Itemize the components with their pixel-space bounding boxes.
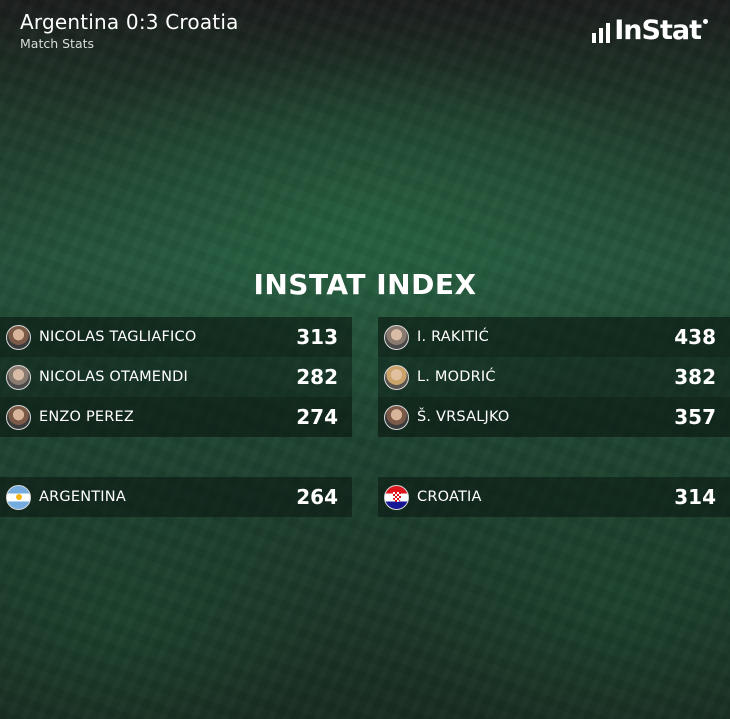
player-row: Š. VRSALJKO 357 — [378, 397, 730, 437]
player-row: ENZO PEREZ 274 — [0, 397, 352, 437]
argentina-column: NICOLAS TAGLIAFICO 313 NICOLAS OTAMENDI … — [0, 317, 352, 517]
player-name: I. RAKITIĆ — [417, 329, 489, 345]
player-name: NICOLAS OTAMENDI — [39, 369, 189, 385]
player-row: NICOLAS OTAMENDI 282 — [0, 357, 352, 397]
logo-text: InStat — [614, 15, 702, 46]
team-index: 314 — [674, 485, 716, 509]
section-title: INSTAT INDEX — [253, 268, 477, 301]
player-row: I. RAKITIĆ 438 — [378, 317, 730, 357]
player-avatar-icon — [384, 404, 409, 430]
team-index: 264 — [296, 485, 338, 509]
player-avatar-icon — [384, 364, 409, 390]
croatia-flag-icon — [384, 484, 409, 510]
player-name: L. MODRIĆ — [417, 369, 496, 385]
player-name: Š. VRSALJKO — [417, 409, 510, 425]
instat-logo: InStat — [592, 16, 708, 46]
team-name: CROATIA — [417, 489, 482, 505]
player-index: 282 — [296, 365, 338, 389]
team-name: ARGENTINA — [39, 489, 126, 505]
player-avatar-icon — [6, 324, 31, 350]
player-row: NICOLAS TAGLIAFICO 313 — [0, 317, 352, 357]
dot-icon — [703, 19, 708, 24]
player-row: L. MODRIĆ 382 — [378, 357, 730, 397]
match-title: Argentina 0:3 Croatia — [20, 10, 239, 34]
team-row: CROATIA 314 — [378, 477, 730, 517]
match-subtitle: Match Stats — [20, 36, 95, 51]
player-name: NICOLAS TAGLIAFICO — [39, 329, 197, 345]
player-avatar-icon — [384, 324, 409, 350]
player-avatar-icon — [6, 364, 31, 390]
croatia-column: I. RAKITIĆ 438 L. MODRIĆ 382 Š. VRSALJKO… — [378, 317, 730, 517]
header: Argentina 0:3 Croatia Match Stats — [20, 10, 239, 51]
argentina-flag-icon — [6, 484, 31, 510]
player-index: 438 — [674, 325, 716, 349]
team-row: ARGENTINA 264 — [0, 477, 352, 517]
player-index: 382 — [674, 365, 716, 389]
player-index: 357 — [674, 405, 716, 429]
player-index: 274 — [296, 405, 338, 429]
bars-icon — [592, 20, 611, 46]
player-index: 313 — [296, 325, 338, 349]
player-avatar-icon — [6, 404, 31, 430]
player-name: ENZO PEREZ — [39, 409, 135, 425]
